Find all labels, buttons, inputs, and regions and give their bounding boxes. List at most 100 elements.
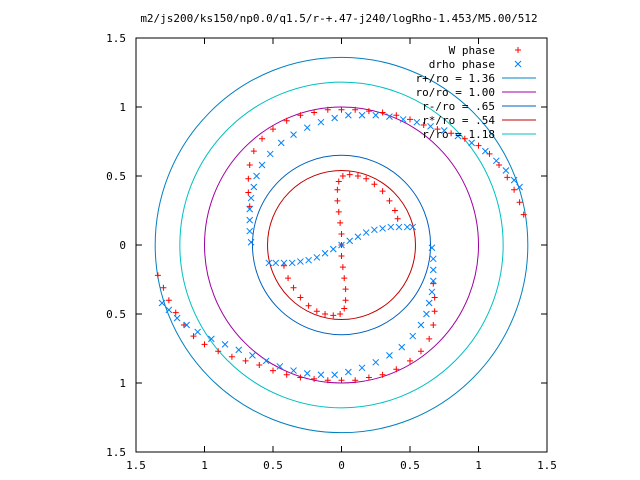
data-point bbox=[352, 106, 359, 113]
data-point bbox=[372, 358, 380, 366]
data-point bbox=[379, 371, 386, 378]
data-point bbox=[228, 353, 235, 360]
data-point bbox=[258, 161, 266, 169]
data-point bbox=[288, 259, 296, 267]
legend-label: r-/ro = .65 bbox=[422, 100, 495, 113]
data-point bbox=[235, 346, 243, 354]
data-point bbox=[386, 352, 393, 359]
data-point bbox=[409, 223, 417, 231]
data-point bbox=[354, 233, 362, 241]
data-point bbox=[346, 237, 354, 245]
data-point bbox=[335, 208, 342, 215]
data-point bbox=[502, 167, 510, 174]
data-point bbox=[346, 171, 353, 178]
data-point bbox=[311, 109, 318, 116]
data-point bbox=[250, 148, 257, 155]
data-point bbox=[371, 226, 378, 234]
data-point bbox=[448, 130, 455, 137]
data-point bbox=[338, 241, 345, 249]
data-point bbox=[317, 371, 325, 379]
data-point bbox=[431, 308, 438, 315]
data-point bbox=[303, 369, 311, 377]
data-point bbox=[339, 264, 346, 271]
legend-marker bbox=[514, 60, 522, 68]
data-point bbox=[337, 219, 344, 226]
data-point bbox=[429, 266, 437, 274]
data-point bbox=[335, 178, 342, 185]
data-point bbox=[256, 362, 263, 369]
data-point bbox=[516, 183, 523, 191]
data-point bbox=[481, 147, 489, 155]
data-point bbox=[245, 175, 252, 182]
data-point bbox=[427, 122, 434, 130]
data-point bbox=[245, 189, 252, 196]
data-point bbox=[338, 106, 345, 113]
data-point bbox=[407, 357, 413, 364]
y-tick-label: 1.5 bbox=[106, 446, 126, 459]
data-point bbox=[475, 142, 482, 149]
legend-label: r/ro = 1.18 bbox=[422, 128, 495, 141]
data-point bbox=[468, 139, 476, 147]
data-point bbox=[266, 150, 274, 158]
data-point bbox=[246, 205, 254, 213]
data-point bbox=[242, 357, 249, 364]
circle-series-3 bbox=[267, 169, 416, 321]
data-point bbox=[386, 197, 393, 204]
x-tick-label: 1 bbox=[201, 459, 208, 472]
data-point bbox=[246, 216, 254, 224]
data-point bbox=[305, 302, 312, 309]
data-point bbox=[283, 371, 290, 378]
series-1 bbox=[158, 111, 523, 379]
data-point bbox=[510, 176, 518, 184]
data-point bbox=[371, 181, 378, 188]
legend-label: ro/ro = 1.00 bbox=[416, 86, 495, 99]
data-point bbox=[398, 343, 406, 351]
data-point bbox=[429, 277, 437, 285]
data-point bbox=[337, 311, 344, 317]
data-point bbox=[165, 297, 172, 304]
data-point bbox=[172, 309, 179, 316]
data-point bbox=[331, 371, 339, 379]
data-point bbox=[265, 259, 273, 267]
data-point bbox=[221, 341, 229, 348]
legend-label: r+/ro = 1.36 bbox=[416, 72, 495, 85]
data-point bbox=[395, 223, 403, 231]
data-point bbox=[393, 112, 400, 119]
data-point bbox=[190, 333, 197, 340]
data-point bbox=[417, 348, 424, 355]
data-point bbox=[253, 172, 260, 180]
data-point bbox=[520, 211, 527, 218]
data-point bbox=[354, 173, 361, 179]
data-point bbox=[201, 341, 208, 348]
data-point bbox=[180, 322, 187, 329]
data-point bbox=[339, 173, 346, 179]
data-point bbox=[504, 174, 511, 181]
data-point bbox=[329, 245, 337, 253]
data-point bbox=[341, 305, 348, 312]
data-point bbox=[280, 259, 288, 267]
data-point bbox=[324, 106, 331, 113]
data-point bbox=[492, 157, 500, 165]
data-point bbox=[290, 131, 297, 138]
data-point bbox=[430, 280, 437, 287]
y-tick-label: 0 bbox=[119, 239, 126, 252]
data-point bbox=[183, 321, 191, 329]
data-point bbox=[283, 117, 290, 124]
data-point bbox=[285, 275, 292, 282]
data-point bbox=[270, 367, 276, 374]
circle-series-2 bbox=[251, 154, 432, 336]
series-0 bbox=[154, 106, 527, 384]
y-tick-label: 1 bbox=[119, 377, 126, 390]
y-tick-label: 1 bbox=[119, 101, 126, 114]
data-point bbox=[305, 256, 312, 264]
data-point bbox=[341, 275, 348, 282]
data-point bbox=[272, 259, 280, 267]
axis-ticks: 1.5 1 0.5 0 0.5 1 1.51.510.500.511.5 bbox=[106, 32, 557, 472]
data-point bbox=[387, 223, 395, 231]
data-point bbox=[344, 111, 352, 119]
data-point bbox=[331, 114, 339, 122]
data-point bbox=[430, 322, 437, 329]
data-point bbox=[516, 199, 523, 206]
